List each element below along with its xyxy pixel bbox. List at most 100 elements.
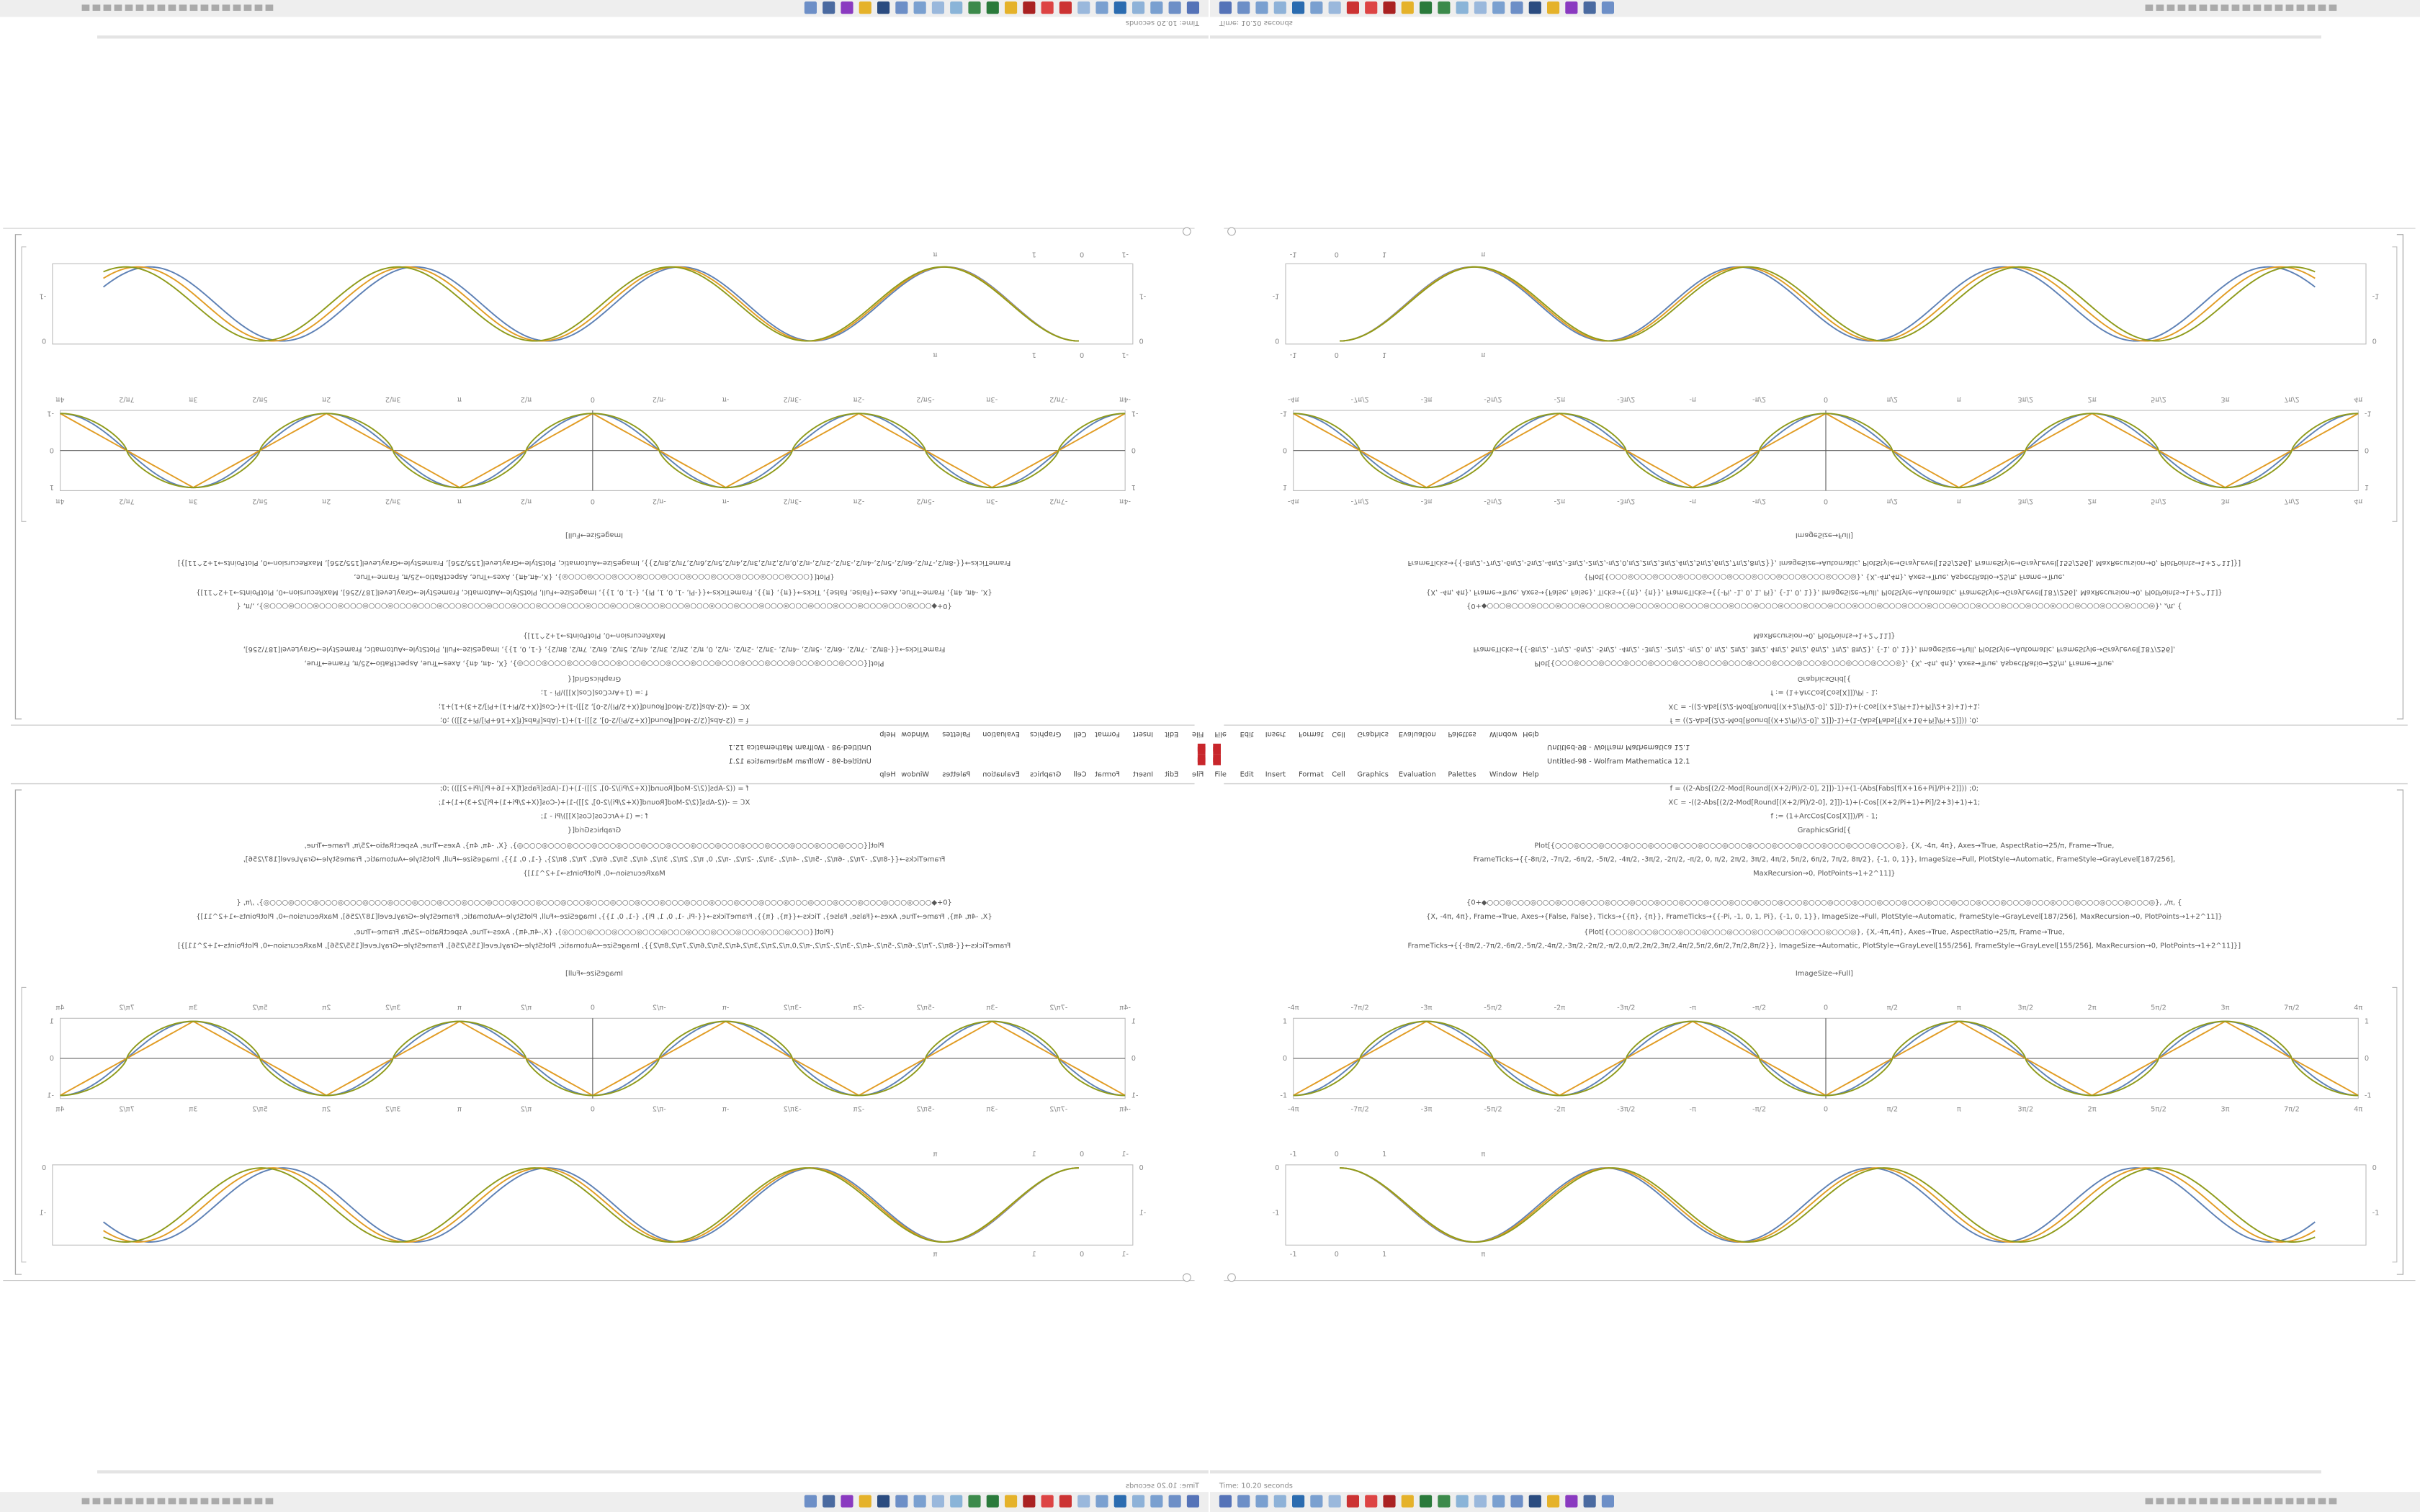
menu-item[interactable]: Palettes: [942, 730, 970, 738]
cell-insert[interactable]: [1182, 1273, 1191, 1282]
menu-item[interactable]: Cell: [1073, 730, 1086, 738]
menu-item[interactable]: Help: [1523, 730, 1538, 738]
taskbar-icon[interactable]: [1601, 1, 1614, 14]
taskbar-icon[interactable]: [1273, 1, 1286, 14]
menu-item[interactable]: Format: [1299, 771, 1324, 779]
taskbar-icon[interactable]: [1150, 1, 1163, 14]
taskbar-icon[interactable]: [1150, 1495, 1163, 1508]
taskbar-icon[interactable]: [1328, 1495, 1341, 1508]
taskbar-icon[interactable]: [1023, 1495, 1036, 1508]
taskbar-icon[interactable]: [968, 1, 981, 14]
menu-item[interactable]: Palettes: [1448, 771, 1476, 779]
taskbar-icon[interactable]: [1310, 1495, 1323, 1508]
taskbar-icon[interactable]: [1023, 1, 1036, 14]
menu-item[interactable]: Cell: [1332, 771, 1345, 779]
menu-item[interactable]: Format: [1299, 730, 1324, 738]
menu-item[interactable]: Palettes: [1448, 730, 1476, 738]
menu-item[interactable]: Help: [879, 771, 895, 779]
taskbar-icon[interactable]: [1168, 1, 1181, 14]
taskbar-icon[interactable]: [1492, 1495, 1505, 1508]
taskbar-icon[interactable]: [1583, 1495, 1596, 1508]
menu-item[interactable]: Format: [1095, 771, 1120, 779]
cell-insert[interactable]: [1182, 227, 1191, 236]
taskbar-icon[interactable]: [1005, 1, 1018, 14]
taskbar-icon[interactable]: [1583, 1, 1596, 14]
taskbar-icon[interactable]: [1346, 1495, 1359, 1508]
taskbar-icon[interactable]: [931, 1, 944, 14]
taskbar-icon[interactable]: [1456, 1495, 1469, 1508]
taskbar-icon[interactable]: [877, 1, 890, 14]
taskbar-icon[interactable]: [1041, 1, 1054, 14]
menu-item[interactable]: Window: [901, 771, 929, 779]
taskbar-icon[interactable]: [1383, 1495, 1396, 1508]
taskbar-icon[interactable]: [1237, 1, 1250, 14]
taskbar-icon[interactable]: [1059, 1495, 1072, 1508]
taskbar-icon[interactable]: [1186, 1495, 1199, 1508]
taskbar-icon[interactable]: [1237, 1495, 1250, 1508]
taskbar-icon[interactable]: [1132, 1, 1145, 14]
taskbar-icon[interactable]: [823, 1495, 835, 1508]
cell-insert[interactable]: [1227, 227, 1236, 236]
taskbar-icon[interactable]: [1528, 1, 1541, 14]
taskbar-icon[interactable]: [1077, 1495, 1090, 1508]
taskbar-icon[interactable]: [895, 1, 908, 14]
menu-item[interactable]: Edit: [1240, 771, 1254, 779]
taskbar-icon[interactable]: [1095, 1, 1108, 14]
taskbar-icon[interactable]: [1219, 1495, 1232, 1508]
menu-item[interactable]: Graphics: [1030, 730, 1061, 738]
menu-item[interactable]: Insert: [1133, 730, 1153, 738]
menu-item[interactable]: Edit: [1240, 730, 1254, 738]
taskbar-icon[interactable]: [1565, 1, 1578, 14]
taskbar-icon[interactable]: [1420, 1, 1433, 14]
menu-item[interactable]: File: [1192, 771, 1204, 779]
taskbar-icon[interactable]: [1383, 1, 1396, 14]
menu-item[interactable]: Graphics: [1357, 771, 1388, 779]
taskbar-icon[interactable]: [913, 1, 926, 14]
menu-item[interactable]: Insert: [1265, 771, 1286, 779]
taskbar-icon[interactable]: [841, 1495, 853, 1508]
taskbar-icon[interactable]: [1292, 1495, 1305, 1508]
taskbar-icon[interactable]: [1328, 1, 1341, 14]
menu-item[interactable]: Graphics: [1030, 771, 1061, 779]
menu-item[interactable]: Edit: [1165, 771, 1178, 779]
taskbar-icon[interactable]: [1346, 1, 1359, 14]
taskbar-icon[interactable]: [1492, 1, 1505, 14]
taskbar-icon[interactable]: [1420, 1495, 1433, 1508]
taskbar-icon[interactable]: [1041, 1495, 1054, 1508]
taskbar-icon[interactable]: [841, 1, 853, 14]
menu-item[interactable]: Help: [1523, 771, 1538, 779]
taskbar-icon[interactable]: [1059, 1, 1072, 14]
menu-item[interactable]: Edit: [1165, 730, 1178, 738]
taskbar-icon[interactable]: [804, 1, 817, 14]
menu-item[interactable]: Help: [879, 730, 895, 738]
menu-item[interactable]: Evaluation: [982, 771, 1020, 779]
taskbar-icon[interactable]: [877, 1495, 890, 1508]
taskbar-icon[interactable]: [1113, 1495, 1126, 1508]
taskbar-icon[interactable]: [859, 1495, 871, 1508]
taskbar-icon[interactable]: [1547, 1, 1560, 14]
taskbar-icon[interactable]: [1005, 1495, 1018, 1508]
menu-item[interactable]: Window: [1489, 730, 1518, 738]
menu-item[interactable]: Cell: [1073, 771, 1086, 779]
taskbar-icon[interactable]: [1365, 1495, 1378, 1508]
taskbar-icon[interactable]: [1474, 1495, 1487, 1508]
taskbar-icon[interactable]: [804, 1495, 817, 1508]
menu-item[interactable]: Format: [1095, 730, 1120, 738]
menu-item[interactable]: Cell: [1332, 730, 1345, 738]
taskbar-icon[interactable]: [1255, 1, 1268, 14]
taskbar-icon[interactable]: [968, 1495, 981, 1508]
menu-item[interactable]: Palettes: [942, 771, 970, 779]
taskbar-icon[interactable]: [895, 1495, 908, 1508]
taskbar-icon[interactable]: [823, 1, 835, 14]
taskbar-icon[interactable]: [1365, 1, 1378, 14]
menu-item[interactable]: Window: [1489, 771, 1518, 779]
taskbar-icon[interactable]: [986, 1495, 999, 1508]
taskbar-icon[interactable]: [1438, 1495, 1451, 1508]
taskbar-icon[interactable]: [1510, 1495, 1523, 1508]
menu-item[interactable]: Insert: [1265, 730, 1286, 738]
taskbar-icon[interactable]: [1528, 1495, 1541, 1508]
taskbar-icon[interactable]: [1401, 1, 1414, 14]
taskbar-icon[interactable]: [1186, 1, 1199, 14]
taskbar-icon[interactable]: [1292, 1, 1305, 14]
taskbar-icon[interactable]: [1474, 1, 1487, 14]
